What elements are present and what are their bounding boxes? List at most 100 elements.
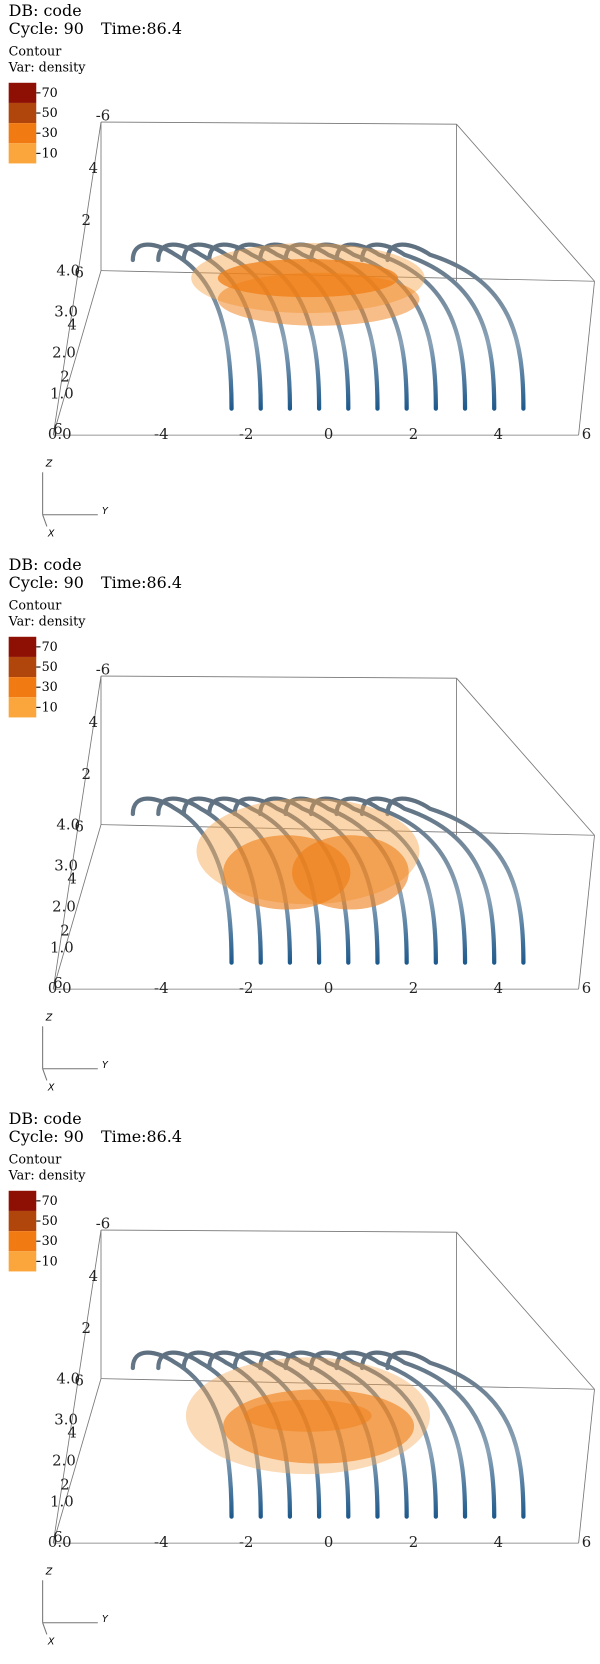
cycle-label: Cycle: 90 xyxy=(9,573,84,592)
x-tick-label: 4 xyxy=(89,713,98,731)
y-tick-label: -2 xyxy=(239,979,253,997)
x-tick-label: 2 xyxy=(82,211,91,229)
triad-axis xyxy=(42,514,48,527)
flux-tube xyxy=(130,242,234,411)
triad-label: Y xyxy=(102,1614,109,1625)
box-edge xyxy=(52,1229,102,1544)
db-label: DB: code xyxy=(9,1,82,20)
triad-label: X xyxy=(47,528,55,539)
z-tick-label: 3.0 xyxy=(54,303,78,321)
flux-tube xyxy=(181,796,293,965)
x-tick-label: 2 xyxy=(60,368,69,386)
y-tick-label: 6 xyxy=(582,979,591,997)
box-edge xyxy=(456,123,595,282)
legend-swatch xyxy=(8,677,37,698)
x-tick-label: -6 xyxy=(96,661,110,679)
flux-tube xyxy=(232,796,351,965)
z-tick-label: 1.0 xyxy=(50,1492,74,1510)
box-edge xyxy=(578,1389,595,1544)
y-tick-label: 2 xyxy=(409,1533,418,1551)
flux-tube xyxy=(283,1350,409,1519)
y-tick-label: -2 xyxy=(239,1533,253,1551)
db-label: DB: code xyxy=(9,555,82,574)
legend-label: 50 xyxy=(42,1214,58,1229)
flux-tube xyxy=(359,1350,497,1519)
triad-label: Z xyxy=(45,458,53,469)
x-tick-label: 4 xyxy=(89,1267,98,1285)
z-tick-label: 4.0 xyxy=(56,816,80,834)
flux-tube xyxy=(385,796,526,965)
z-tick-label: 2.0 xyxy=(52,343,76,361)
box-edge xyxy=(578,281,595,436)
legend-label: 70 xyxy=(42,1194,58,1209)
legend-label: 70 xyxy=(42,640,58,655)
flux-tube xyxy=(258,1350,380,1519)
x-tick-label: -6 xyxy=(96,1215,110,1233)
time-label: Time:86.4 xyxy=(101,1127,182,1146)
density-contour xyxy=(217,258,399,298)
box-edge xyxy=(52,270,102,436)
z-tick-label: 0.0 xyxy=(48,425,72,443)
y-tick-label: -4 xyxy=(154,425,168,443)
flux-tube xyxy=(156,242,263,411)
legend-swatch xyxy=(8,636,37,657)
legend-title: Contour xyxy=(9,599,63,614)
cycle-label: Cycle: 90 xyxy=(9,19,84,38)
x-tick-label: 6 xyxy=(74,817,83,835)
box-edge xyxy=(100,1378,595,1390)
legend-label: 10 xyxy=(42,1254,58,1269)
density-contour xyxy=(292,835,409,910)
x-tick-label: 6 xyxy=(53,974,62,992)
triad-label: X xyxy=(47,1636,55,1647)
flux-tube xyxy=(334,242,468,411)
box-edge xyxy=(100,824,595,836)
flux-tube xyxy=(283,796,409,965)
y-tick-label: -2 xyxy=(239,425,253,443)
flux-tube xyxy=(258,796,380,965)
flux-tube xyxy=(156,796,263,965)
flux-tube xyxy=(359,242,497,411)
x-tick-label: 4 xyxy=(67,869,76,887)
flux-tube xyxy=(334,1350,468,1519)
y-tick-label: 2 xyxy=(409,979,418,997)
legend-label: 30 xyxy=(42,1234,58,1249)
triad-label: Z xyxy=(45,1012,53,1023)
box-edge xyxy=(52,121,102,436)
legend-label: 10 xyxy=(42,146,58,161)
z-tick-label: 1.0 xyxy=(50,384,74,402)
legend-swatch xyxy=(8,143,37,164)
z-tick-label: 0.0 xyxy=(48,1533,72,1551)
flux-tube xyxy=(130,796,234,965)
triad-label: Y xyxy=(102,506,109,517)
x-tick-label: 2 xyxy=(60,1476,69,1494)
legend-label: 10 xyxy=(42,700,58,715)
triad-label: Z xyxy=(45,1566,53,1577)
y-tick-label: 2 xyxy=(409,425,418,443)
flux-tube xyxy=(156,1350,263,1519)
flux-tube xyxy=(232,1350,351,1519)
box-edge xyxy=(52,675,102,990)
x-tick-label: 4 xyxy=(67,315,76,333)
z-tick-label: 4.0 xyxy=(56,1370,80,1388)
legend-variable: Var: density xyxy=(8,1168,87,1183)
z-tick-label: 2.0 xyxy=(52,897,76,915)
flux-tube xyxy=(309,1350,438,1519)
z-tick-label: 4.0 xyxy=(56,262,80,280)
triad-label: X xyxy=(47,1082,55,1093)
flux-tube xyxy=(359,796,497,965)
x-tick-label: 6 xyxy=(53,1528,62,1546)
box-edge xyxy=(101,675,457,679)
y-tick-label: 4 xyxy=(494,1533,503,1551)
legend-swatch xyxy=(8,102,37,124)
cycle-label: Cycle: 90 xyxy=(9,1127,84,1146)
y-tick-label: -4 xyxy=(154,1533,168,1551)
legend-title: Contour xyxy=(9,45,63,60)
z-tick-label: 3.0 xyxy=(54,857,78,875)
legend-title: Contour xyxy=(9,1153,63,1168)
y-tick-label: 6 xyxy=(582,425,591,443)
x-tick-label: 4 xyxy=(89,159,98,177)
z-tick-label: 2.0 xyxy=(52,1451,76,1469)
legend-swatch xyxy=(8,1210,37,1232)
